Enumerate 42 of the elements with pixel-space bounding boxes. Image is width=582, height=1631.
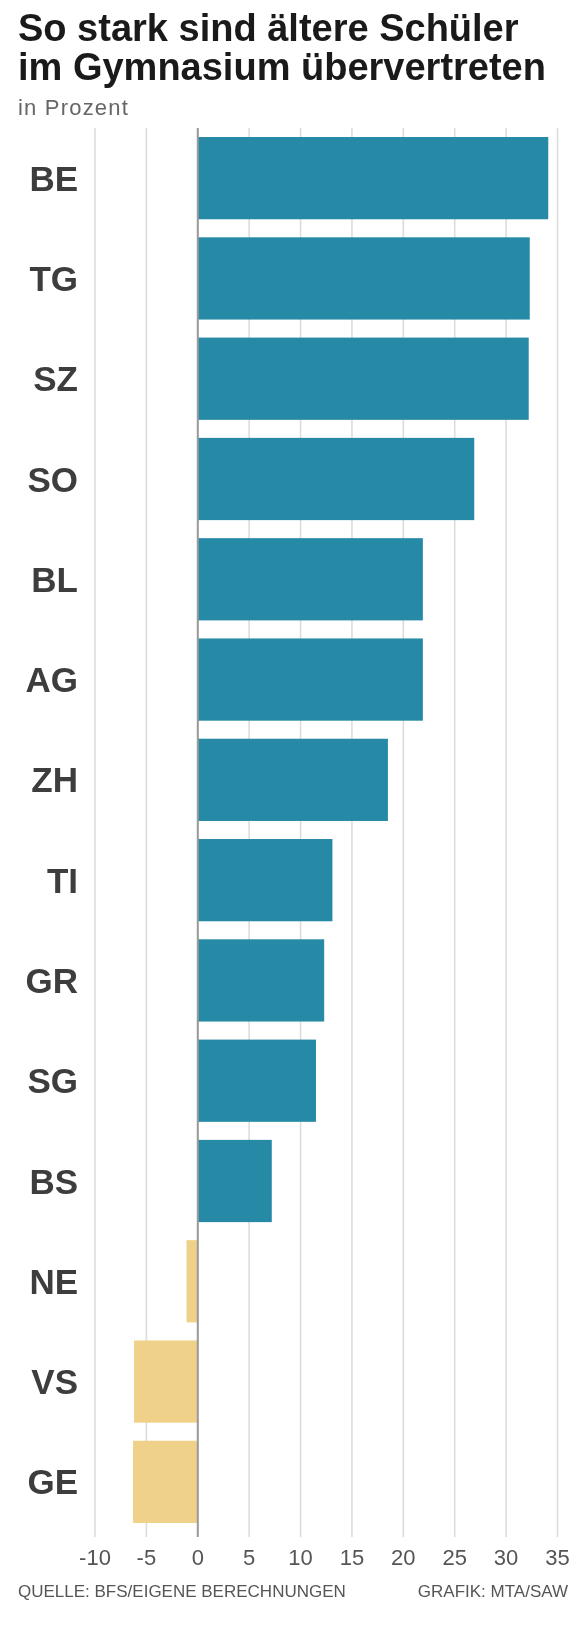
bar [197, 538, 423, 621]
y-tick-label: BS [29, 1161, 78, 1201]
x-tick-label: 5 [243, 1545, 256, 1570]
y-tick-label: ZH [31, 760, 78, 800]
y-tick-label: BL [31, 559, 78, 599]
bar [197, 939, 325, 1022]
bar [134, 1340, 198, 1423]
x-tick-label: 0 [191, 1545, 204, 1570]
bar [197, 839, 333, 922]
bar [197, 1039, 316, 1122]
y-tick-label: SG [27, 1061, 78, 1101]
y-tick-label: TG [29, 258, 78, 298]
chart-subtitle: in Prozent [18, 95, 130, 120]
y-tick-label: GR [25, 960, 78, 1000]
bar [197, 137, 549, 220]
y-tick-label: AG [25, 660, 78, 700]
source-note: QUELLE: BFS/EIGENE BERECHNUNGEN [18, 1582, 346, 1601]
y-tick-label: SO [27, 459, 78, 499]
x-tick-label: 20 [391, 1545, 416, 1570]
bar [197, 237, 530, 320]
y-tick-label: BE [29, 158, 78, 198]
y-tick-label: VS [31, 1362, 78, 1402]
text: GRAFIK: MTA/SAW [417, 1582, 568, 1601]
y-tick-label: NE [29, 1261, 78, 1301]
bar [197, 437, 475, 521]
x-tick-label: 15 [339, 1545, 365, 1570]
x-tick-label: 35 [545, 1545, 570, 1570]
bar [133, 1440, 198, 1523]
chart-title: So stark sind ältere Schüler im Gymnasium übervertreten [18, 7, 546, 88]
x-tick-label: -5 [136, 1545, 157, 1570]
bar [197, 1139, 272, 1223]
x-tick-label: 25 [442, 1545, 467, 1570]
x-tick-label: 30 [493, 1545, 519, 1570]
x-tick-label: 10 [288, 1545, 313, 1570]
y-tick-label: TI [46, 860, 78, 900]
bar [186, 1240, 198, 1323]
y-tick-label: GE [27, 1462, 78, 1502]
bar [197, 337, 529, 420]
y-tick-label: SZ [33, 359, 78, 399]
x-tick-label: -10 [79, 1545, 111, 1570]
bar [197, 738, 388, 821]
bar [197, 638, 423, 721]
